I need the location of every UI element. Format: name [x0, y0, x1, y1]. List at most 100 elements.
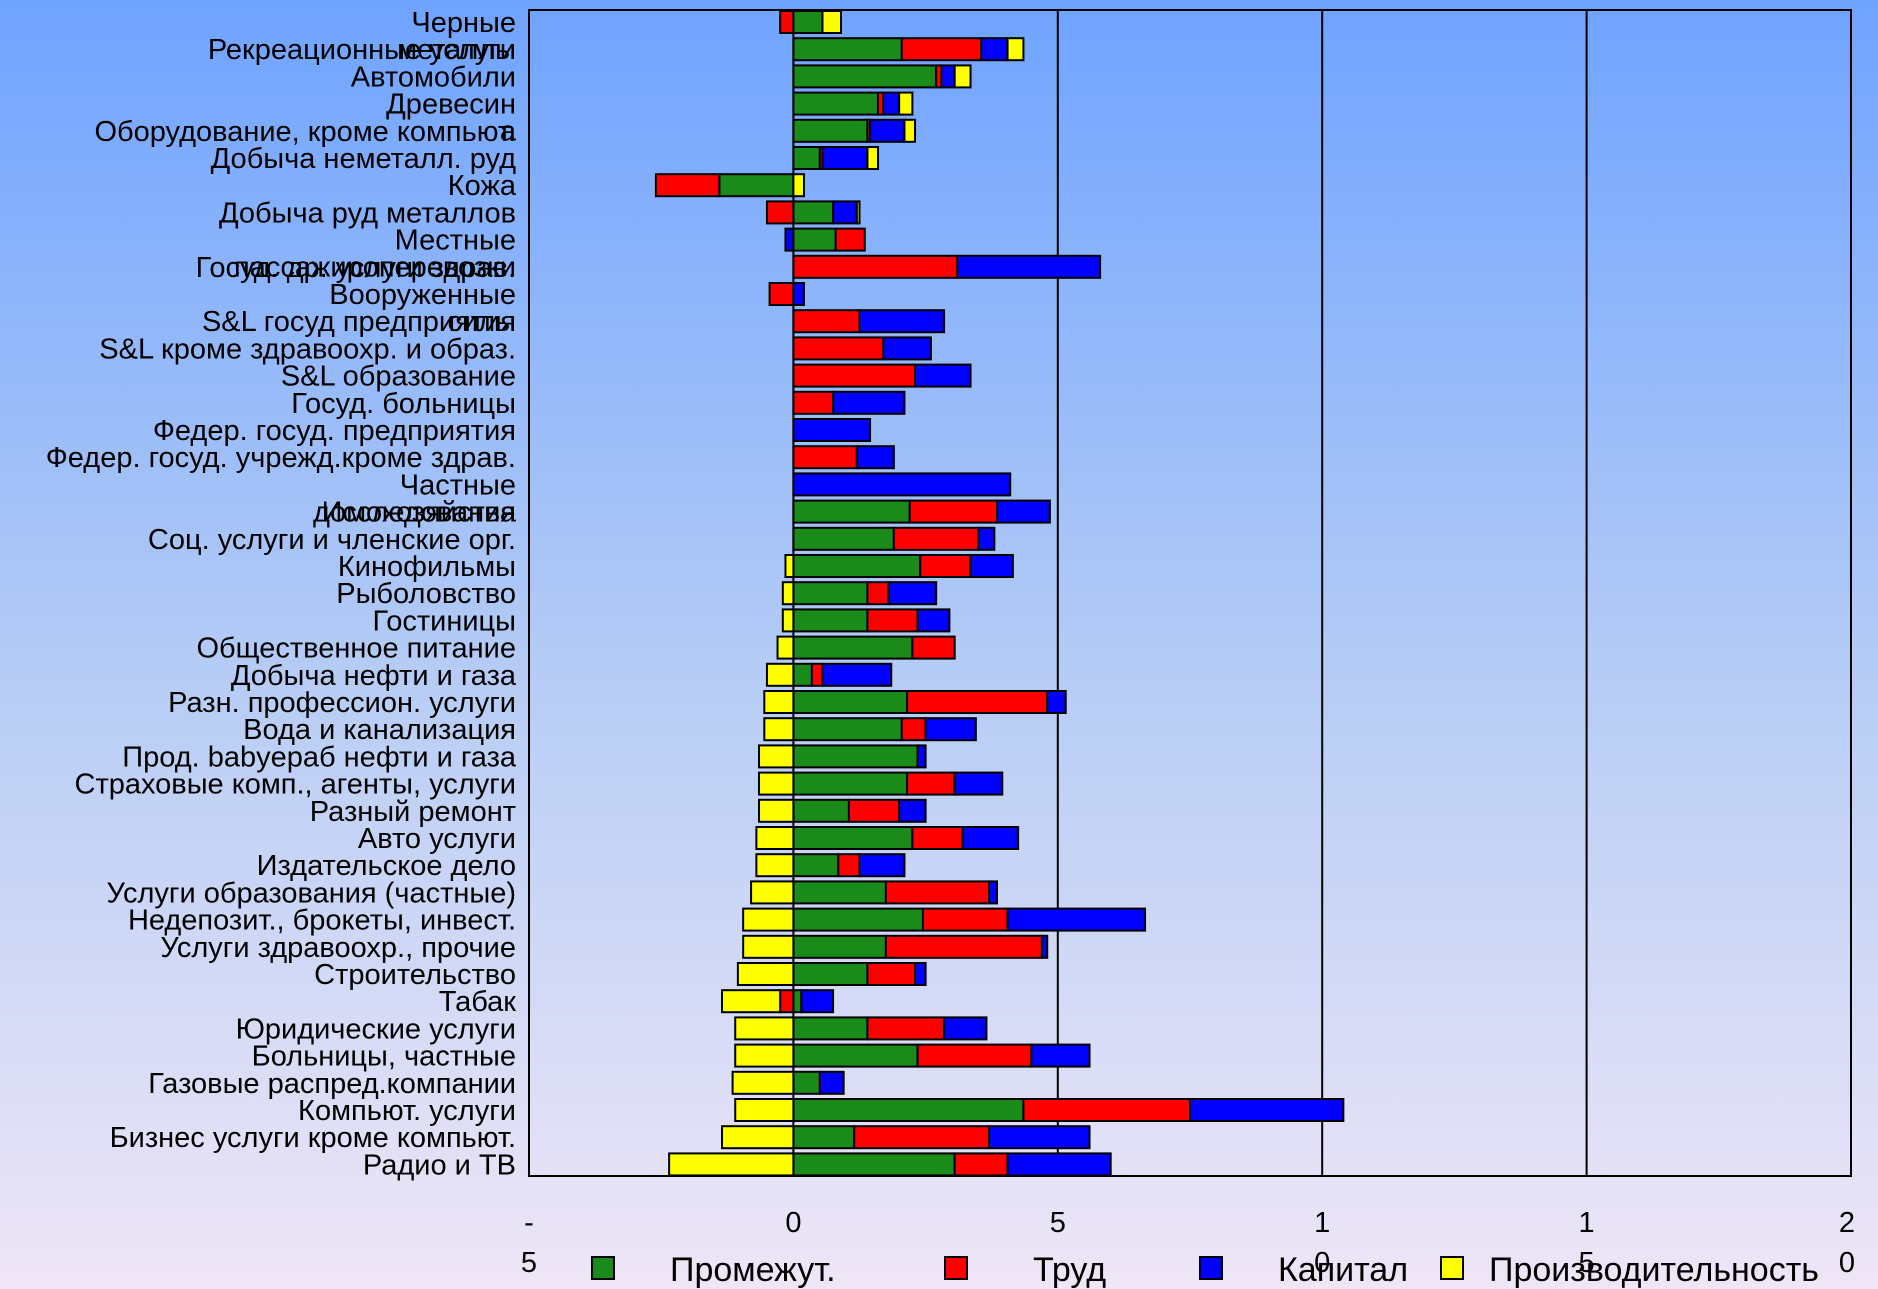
x-tick-label: -: [524, 1207, 534, 1239]
bar-segment-intermediate: [792, 554, 922, 578]
category-label: Оборудование, кроме компьют.: [94, 116, 516, 148]
category-label: Частные: [400, 469, 516, 501]
bar-segment-labor: [884, 880, 991, 905]
bar-segment-intermediate: [792, 907, 924, 932]
bar-segment-capital: [953, 771, 1004, 796]
legend-label: Производительность: [1489, 1251, 1819, 1289]
bar-segment-productivity: [763, 717, 795, 742]
category-label: Газовые распред.компании: [148, 1068, 516, 1100]
bar-segment-labor: [810, 662, 824, 687]
bar-segment-capital: [832, 200, 858, 225]
bar-segment-productivity: [763, 690, 795, 714]
bar-segment-labor: [900, 37, 983, 62]
bar-segment-intermediate: [792, 635, 914, 660]
bar-segment-productivity: [866, 146, 880, 170]
category-label: Исследования: [322, 497, 516, 529]
x-tick-label: 0: [785, 1207, 801, 1239]
bar-segment-labor: [919, 554, 972, 578]
bar-segment-capital: [988, 1125, 1091, 1150]
bar-segment-productivity: [734, 1016, 795, 1041]
bar-segment-productivity: [736, 962, 795, 986]
category-label: Прод. babyераб нефти и газа: [122, 741, 517, 773]
bar-segment-productivity: [781, 608, 795, 633]
bar-segment-capital: [1189, 1098, 1345, 1122]
category-label: Страховые комп., агенты, услуги: [75, 769, 517, 801]
bar-segment-intermediate: [792, 1043, 919, 1068]
bar-segment-capital: [887, 581, 938, 606]
bars: [654, 10, 1345, 1177]
category-label: Вода и канализация: [243, 714, 516, 746]
bar-segment-productivity: [758, 771, 795, 796]
bar-segment-capital: [821, 146, 869, 170]
category-label: Рекреационные услуги: [208, 34, 516, 66]
bar-segment-productivity: [758, 798, 795, 823]
category-label: металлы: [397, 34, 516, 66]
bar-segment-labor: [884, 934, 1043, 959]
category-label: S&L образование: [281, 361, 516, 393]
category-label: Федер. госуд. учрежд.кроме здрав.: [46, 442, 516, 474]
category-label: Строительство: [314, 959, 516, 991]
category-label: силы: [448, 306, 516, 338]
bar-segment-labor: [916, 1043, 1033, 1068]
category-label: S&L госуд предприятия: [202, 306, 516, 338]
category-label: Издательское дело: [257, 850, 516, 882]
bar-segment-labor: [900, 717, 927, 742]
bar-segment-intermediate: [792, 581, 869, 606]
category-label: Местные: [395, 225, 516, 257]
bar-segment-productivity: [903, 118, 917, 143]
legend-swatch-productivity: [1440, 1256, 1464, 1280]
bar-segment-intermediate: [792, 64, 938, 89]
legend-swatch-intermediate: [591, 1256, 615, 1280]
bar-segment-labor: [779, 989, 795, 1014]
category-label: Древесин: [386, 89, 516, 121]
category-label: Гостиницы: [372, 605, 516, 637]
x-tick-label: 1: [1579, 1207, 1595, 1239]
legend-swatch-capital: [1199, 1256, 1223, 1280]
category-label: Черные: [411, 7, 516, 39]
bar-segment-capital: [1006, 1152, 1112, 1177]
bar-segment-labor: [911, 826, 964, 850]
x-tick-label: 0: [1314, 1247, 1330, 1279]
bar-segment-intermediate: [792, 200, 835, 225]
bar-segment-productivity: [742, 934, 795, 959]
bar-segment-capital: [988, 880, 998, 905]
bar-segment-productivity: [668, 1152, 795, 1177]
bar-segment-intermediate: [792, 662, 813, 687]
bar-segment-labor: [792, 309, 861, 334]
bar-segment-capital: [1040, 934, 1049, 959]
bar-segment-productivity: [721, 989, 782, 1014]
bar-segment-intermediate: [792, 37, 903, 62]
bar-segment-capital: [855, 445, 895, 470]
category-label: Табак: [439, 986, 517, 1018]
bar-segment-capital: [898, 798, 927, 823]
category-label: Общественное питание: [197, 633, 517, 665]
bar-segment-productivity: [792, 173, 805, 198]
bar-segment-labor: [792, 445, 858, 470]
bar-segment-intermediate: [792, 934, 887, 959]
category-label: Кожа: [448, 170, 517, 202]
category-label: домохозяйства: [313, 496, 517, 528]
bar-segment-labor: [792, 336, 885, 361]
category-label: Госуд. больницы: [291, 388, 516, 420]
category-label: Вооруженные: [329, 279, 516, 311]
bar-segment-intermediate: [792, 1125, 856, 1150]
legend-label: Труд: [1033, 1251, 1106, 1289]
bar-segment-productivity: [755, 853, 795, 878]
x-tick-label: 5: [1579, 1247, 1595, 1279]
bar-segment-intermediate: [792, 227, 837, 252]
bar-segment-labor: [908, 499, 998, 524]
bar-segment-productivity: [781, 581, 795, 606]
bar-segment-productivity: [784, 554, 795, 578]
bar-segment-labor: [834, 227, 866, 252]
bar-segment-labor: [779, 10, 795, 34]
bar-segment-productivity: [776, 635, 795, 660]
category-label: Федер. госуд. предприятия: [153, 415, 516, 447]
bar-segment-productivity: [731, 1070, 795, 1095]
category-label: Бизнес услуги кроме компьют.: [110, 1122, 516, 1154]
bar-segment-intermediate: [792, 118, 869, 143]
bar-segment-intermediate: [792, 880, 887, 905]
category-label: Услуги образования (частные): [106, 877, 516, 909]
bar-segment-capital: [882, 336, 932, 361]
